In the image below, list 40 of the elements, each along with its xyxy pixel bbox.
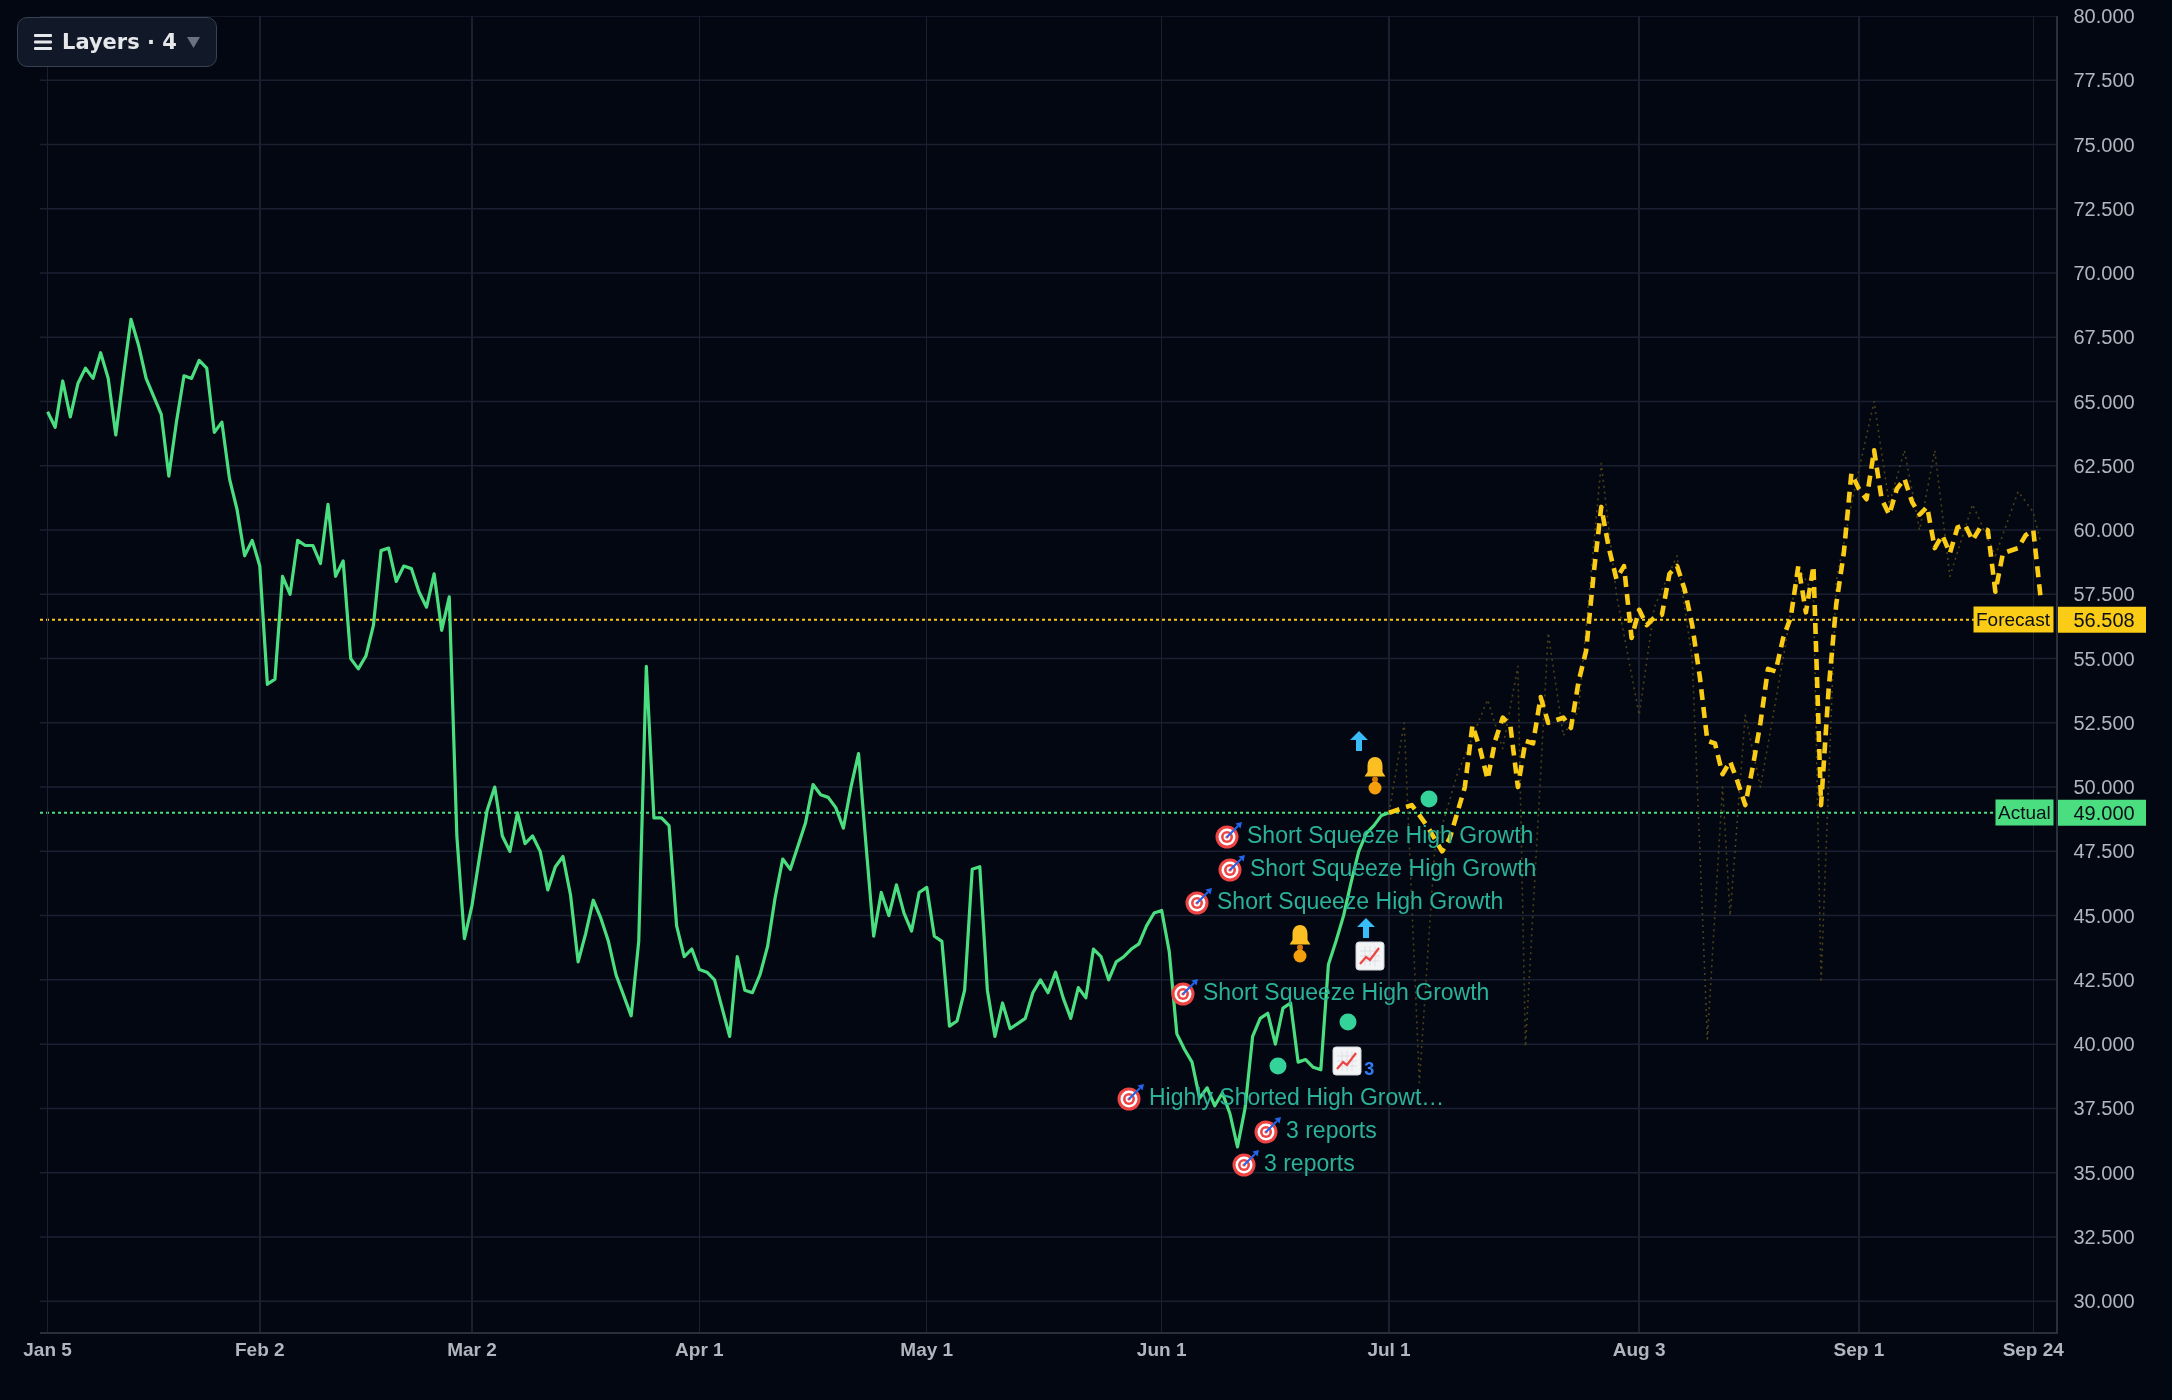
x-tick-label: Feb 2: [234, 1339, 285, 1361]
x-tick-label: Mar 2: [447, 1339, 497, 1361]
x-tick-label: Jan 5: [23, 1339, 73, 1361]
annotation: 3 reports: [1264, 1150, 1355, 1176]
y-tick-label: 55.000: [2073, 647, 2135, 670]
y-tick-label: 52.500: [2073, 711, 2135, 734]
y-tick-label: 60.000: [2073, 519, 2135, 542]
layers-dropdown: Layers · 4: [17, 17, 217, 67]
y-tick-label: 45.000: [2073, 904, 2135, 927]
x-tick-label: Apr 1: [675, 1339, 725, 1361]
y-tick-label: 65.000: [2073, 390, 2135, 413]
y-tick-label: 56.508: [2073, 608, 2135, 631]
y-tick-label: 72.500: [2073, 197, 2135, 220]
ref-line-label: Actual: [1998, 802, 2051, 823]
y-tick-label: 77.500: [2073, 69, 2135, 92]
y-tick-label: 42.500: [2073, 968, 2135, 991]
y-tick-label: 47.500: [2073, 840, 2135, 863]
y-tick-label: 50.000: [2073, 776, 2135, 799]
annotation: 3 reports: [1286, 1117, 1377, 1143]
y-tick-label: 32.500: [2073, 1225, 2135, 1248]
x-tick-label: May 1: [900, 1339, 954, 1361]
y-tick-label: 35.000: [2073, 1161, 2135, 1184]
y-tick-label: 30.000: [2073, 1290, 2135, 1313]
x-tick-label: Jul 1: [1367, 1339, 1412, 1361]
y-tick-label: 67.500: [2073, 326, 2135, 349]
x-tick-label: Aug 3: [1612, 1339, 1666, 1361]
annotation: 3: [1364, 1059, 1375, 1080]
x-tick-label: Sep 24: [2002, 1339, 2065, 1361]
y-tick-label: 49.000: [2073, 801, 2135, 824]
x-tick-label: Jun 1: [1136, 1339, 1187, 1361]
y-tick-label: 57.500: [2073, 583, 2135, 606]
y-tick-label: 75.000: [2073, 133, 2135, 156]
y-tick-label: 37.500: [2073, 1097, 2135, 1120]
y-tick-label: 40.000: [2073, 1033, 2135, 1056]
x-tick-label: Sep 1: [1833, 1339, 1885, 1361]
y-tick-label: 80.000: [2073, 5, 2135, 27]
ref-line-label: Forecast: [1976, 609, 2051, 630]
annotation: Layers · 4: [62, 30, 177, 54]
y-tick-label: 70.000: [2073, 262, 2135, 285]
y-tick-label: 62.500: [2073, 454, 2135, 477]
